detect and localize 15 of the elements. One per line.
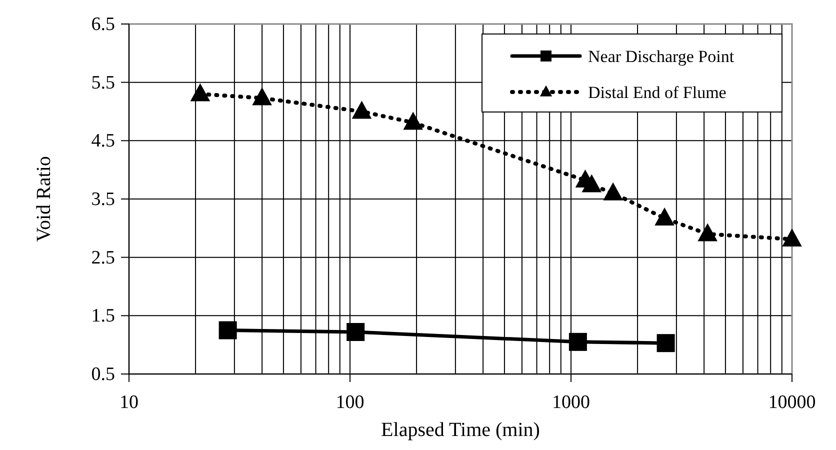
y-tick-label: 6.5 xyxy=(91,14,115,35)
x-tick-label: 100 xyxy=(336,392,364,413)
y-tick-label: 2.5 xyxy=(91,247,115,268)
x-tick-label: 10000 xyxy=(768,392,816,413)
legend-label: Near Discharge Point xyxy=(588,47,734,66)
x-axis-title: Elapsed Time (min) xyxy=(381,419,540,441)
y-tick-label: 1.5 xyxy=(91,306,115,327)
y-tick-label: 4.5 xyxy=(91,130,115,152)
legend-label: Distal End of Flume xyxy=(588,83,726,102)
x-tick-label: 10 xyxy=(120,392,138,413)
y-tick-label: 3.5 xyxy=(91,189,115,210)
y-tick-label: 0.5 xyxy=(91,364,115,385)
x-tick-label: 1000 xyxy=(552,392,590,413)
y-axis-title: Void Ratio xyxy=(33,156,55,242)
y-tick-label: 5.5 xyxy=(91,72,115,94)
